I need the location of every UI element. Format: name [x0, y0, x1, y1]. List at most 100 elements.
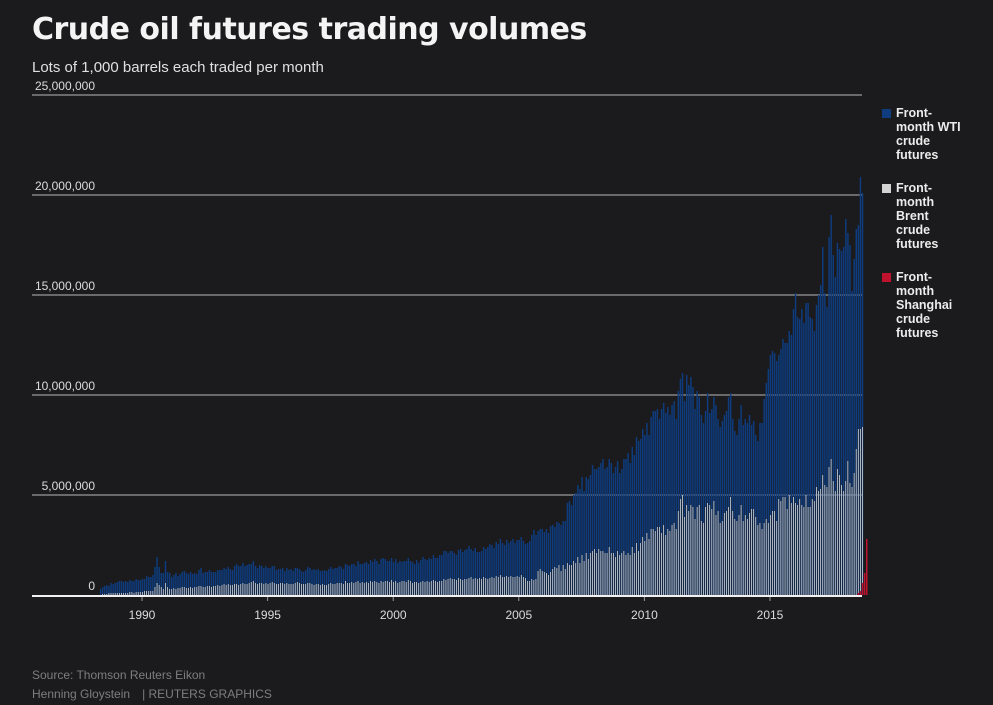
bar-brent: [177, 588, 179, 595]
bar-wti: [579, 489, 581, 595]
bar-wti: [554, 527, 556, 595]
bar-brent: [173, 588, 175, 595]
bar-brent: [862, 427, 863, 595]
bar-wti: [704, 411, 707, 595]
bar-brent: [698, 505, 700, 595]
bar-brent: [631, 547, 633, 595]
bar-brent: [753, 509, 755, 595]
bar-wti: [516, 540, 518, 595]
bar-wti: [487, 547, 489, 595]
bar-brent: [472, 579, 474, 595]
bar-wti: [279, 569, 282, 595]
bar-wti: [528, 541, 531, 595]
bar-brent: [531, 579, 533, 595]
bar-brent: [188, 588, 189, 595]
bar-wti: [179, 574, 181, 595]
bar-brent: [537, 571, 539, 595]
bar-wti: [235, 564, 238, 595]
bar-brent: [460, 579, 461, 595]
bar-wti: [457, 550, 460, 595]
bar-wti: [803, 323, 805, 595]
bar-wti: [206, 572, 209, 595]
bar-brent: [629, 555, 631, 595]
bar-wti: [449, 551, 451, 595]
bar-wti: [145, 576, 148, 595]
bar-brent: [269, 583, 271, 595]
bar-brent: [445, 580, 447, 595]
bar-wti: [441, 555, 443, 595]
bar-brent: [573, 561, 575, 595]
bar-brent: [671, 525, 673, 595]
bar-wti: [173, 575, 175, 595]
bar-wti: [394, 559, 397, 595]
bar-brent: [721, 521, 723, 595]
bar-brent: [148, 591, 150, 595]
bar-wti: [732, 419, 734, 595]
bar-brent: [259, 583, 261, 595]
bar-brent: [832, 481, 834, 595]
bar-brent: [860, 429, 861, 595]
bar-brent: [192, 588, 194, 595]
bar-brent: [338, 583, 340, 595]
bar-wti: [681, 373, 684, 595]
bar-brent: [774, 511, 775, 595]
legend-swatch-shanghai: [882, 273, 891, 282]
bar-brent: [349, 583, 351, 595]
bar-wti: [223, 568, 225, 595]
bar-wti: [340, 567, 343, 595]
bar-wti: [141, 579, 144, 595]
bar-wti: [627, 453, 629, 595]
bar-brent: [788, 495, 790, 595]
bar-brent: [644, 541, 646, 595]
bar-brent: [769, 515, 771, 595]
bar-brent: [495, 576, 497, 595]
bar-wti: [840, 251, 843, 595]
bar-brent: [828, 467, 830, 595]
bar-wti: [734, 431, 736, 595]
bar-wti: [137, 580, 139, 595]
bar-wti: [497, 544, 500, 595]
bar-wti: [202, 573, 204, 595]
bar-wti: [610, 463, 613, 595]
bar-brent: [129, 592, 131, 595]
x-tick-label: 2000: [380, 608, 407, 622]
bar-wti: [526, 543, 529, 595]
bar-wti: [690, 377, 692, 595]
bar-shanghai: [865, 539, 868, 595]
bar-brent: [263, 584, 265, 595]
bar-brent: [610, 553, 612, 595]
bar-wti: [780, 349, 782, 595]
bar-brent: [152, 591, 154, 595]
bar-brent: [705, 507, 706, 595]
bar-wti: [415, 560, 418, 595]
bar-wti: [208, 570, 211, 595]
bar-brent: [857, 429, 859, 595]
bar-brent: [284, 584, 286, 595]
bar-brent: [280, 583, 281, 595]
bar-brent: [744, 515, 746, 595]
bar-brent: [110, 593, 112, 595]
bar-brent: [598, 549, 600, 595]
bar-wti: [667, 407, 669, 595]
bar-wti: [505, 540, 508, 595]
bar-brent: [711, 509, 713, 595]
bar-wti: [246, 565, 248, 595]
bar-wti: [832, 255, 834, 595]
bar-brent: [211, 587, 212, 595]
bar-brent: [246, 584, 248, 595]
bar-wti: [371, 562, 374, 595]
bar-wti: [786, 343, 788, 595]
y-tick-label: 20,000,000: [35, 179, 95, 193]
y-axis-ticks: 0 5,000,000 10,000,000 15,000,000 20,000,000…: [35, 79, 95, 593]
bar-wti: [271, 566, 273, 595]
bar-wti: [713, 397, 715, 595]
bar-brent: [359, 583, 361, 595]
bar-wti: [422, 557, 424, 595]
bar-brent: [426, 581, 428, 595]
bar-wti: [204, 572, 206, 595]
bar-brent: [185, 588, 187, 595]
bar-brent: [474, 578, 476, 595]
bar-wti: [698, 397, 701, 595]
bar-brent: [160, 587, 162, 595]
bar-wti: [156, 557, 158, 595]
